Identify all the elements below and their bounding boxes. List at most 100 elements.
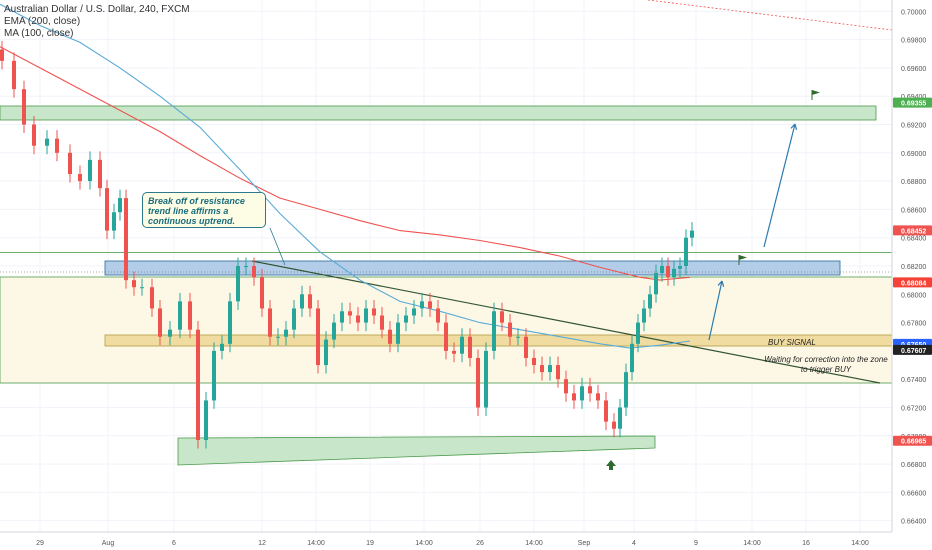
candle-body [452, 350, 456, 354]
candle-body [684, 237, 688, 266]
candle-body [420, 301, 424, 309]
candle-body [396, 322, 400, 344]
candle-body [460, 336, 464, 354]
x-tick-label: 19 [366, 540, 374, 547]
y-tick-label: 0.69600 [901, 66, 926, 73]
candle-body [276, 336, 280, 338]
candle-body [340, 311, 344, 323]
x-tick-label: 9 [694, 540, 698, 547]
candle-body [284, 329, 288, 337]
y-tick-label: 0.66600 [901, 490, 926, 497]
note-pointer [269, 227, 286, 266]
candle-body [332, 322, 336, 340]
y-axis-bg [892, 0, 932, 550]
candle-body [500, 311, 504, 323]
price-label-bg [893, 435, 932, 446]
legend-ma: MA (100, close) [4, 28, 74, 39]
y-tick-label: 0.68400 [901, 236, 926, 243]
x-tick-label: 14:00 [743, 540, 761, 547]
x-tick-label: Sep [578, 540, 591, 547]
candle-body [105, 188, 109, 231]
y-tick-label: 0.70000 [901, 9, 926, 16]
candle-body [308, 294, 312, 309]
candle-body [68, 152, 72, 175]
candle-body [55, 138, 59, 153]
annotation-note[interactable]: Break off of resistance trend line affir… [142, 192, 266, 228]
candle-body [260, 277, 264, 309]
entry-flag-icon-flag [739, 255, 747, 260]
candle-body [98, 159, 102, 189]
y-tick-label: 0.66800 [901, 462, 926, 469]
y-tick-label: 0.67400 [901, 377, 926, 384]
x-tick-label: Aug [102, 540, 115, 547]
candle-body [660, 266, 664, 274]
candle-body [316, 308, 320, 366]
y-tick-label: 0.66400 [901, 519, 926, 526]
x-tick-label: 14:00 [851, 540, 869, 547]
x-tick-label: 6 [172, 540, 176, 547]
candle-body [118, 198, 122, 213]
candle-body [22, 89, 26, 125]
candle-body [678, 266, 682, 269]
x-tick-label: 14:00 [307, 540, 325, 547]
candle-body [380, 315, 384, 330]
chart-legend: Australian Dollar / U.S. Dollar, 240, FX… [4, 4, 190, 40]
candle-body [12, 60, 16, 90]
candle-body [220, 343, 224, 351]
candle-body [158, 308, 162, 337]
candle-body [624, 372, 628, 408]
arrow-buy-head [717, 280, 725, 287]
candle-body [612, 421, 616, 429]
candle-body [178, 301, 182, 330]
candle-body [140, 287, 144, 289]
legend-title: Australian Dollar / U.S. Dollar, 240, FX… [4, 4, 190, 15]
candle-body [618, 407, 622, 429]
candle-body [188, 301, 192, 330]
x-tick-label: 29 [36, 540, 44, 547]
trend-line [251, 260, 881, 384]
zone-resistance [104, 260, 841, 276]
candle-body [300, 294, 304, 309]
candle-body [532, 357, 536, 366]
candle-body [548, 365, 552, 373]
candle-body [112, 212, 116, 231]
candle-body [228, 301, 232, 344]
candle-body [252, 266, 256, 278]
candle-body [132, 280, 136, 288]
candle-body [212, 350, 216, 401]
candle-body [78, 174, 82, 182]
y-tick-label: 0.68000 [901, 292, 926, 299]
annotation-waiting[interactable]: Waiting for correction into the zone to … [764, 355, 888, 374]
annotation-buy-signal[interactable]: BUY SIGNAL [768, 338, 816, 347]
x-tick-label: 14:00 [415, 540, 433, 547]
candle-body [196, 329, 200, 441]
candle-body [516, 336, 520, 338]
x-tick-label: 26 [476, 540, 484, 547]
candle-body [690, 230, 694, 238]
price-label: 0.68452 [901, 228, 926, 235]
candle-body [596, 393, 600, 401]
candle-body [428, 301, 432, 309]
candle-body [32, 124, 36, 146]
candle-body [364, 308, 368, 323]
candle-body [236, 266, 240, 302]
series-line-ma [0, 3, 691, 349]
candle-body [324, 339, 328, 366]
candle-body [484, 350, 488, 408]
candle-body [564, 379, 568, 394]
candle-body [404, 315, 408, 323]
price-label-bg [893, 97, 932, 108]
candle-body [508, 322, 512, 337]
arrow-buy [708, 280, 723, 341]
candle-body [672, 268, 676, 278]
candle-body [168, 329, 172, 337]
candle-body [444, 322, 448, 351]
candle-body [0, 49, 4, 61]
candle-body [244, 266, 248, 267]
arrow-target [763, 123, 796, 248]
candle-body [124, 198, 128, 281]
candle-body [468, 336, 472, 358]
candle-body [604, 400, 608, 422]
